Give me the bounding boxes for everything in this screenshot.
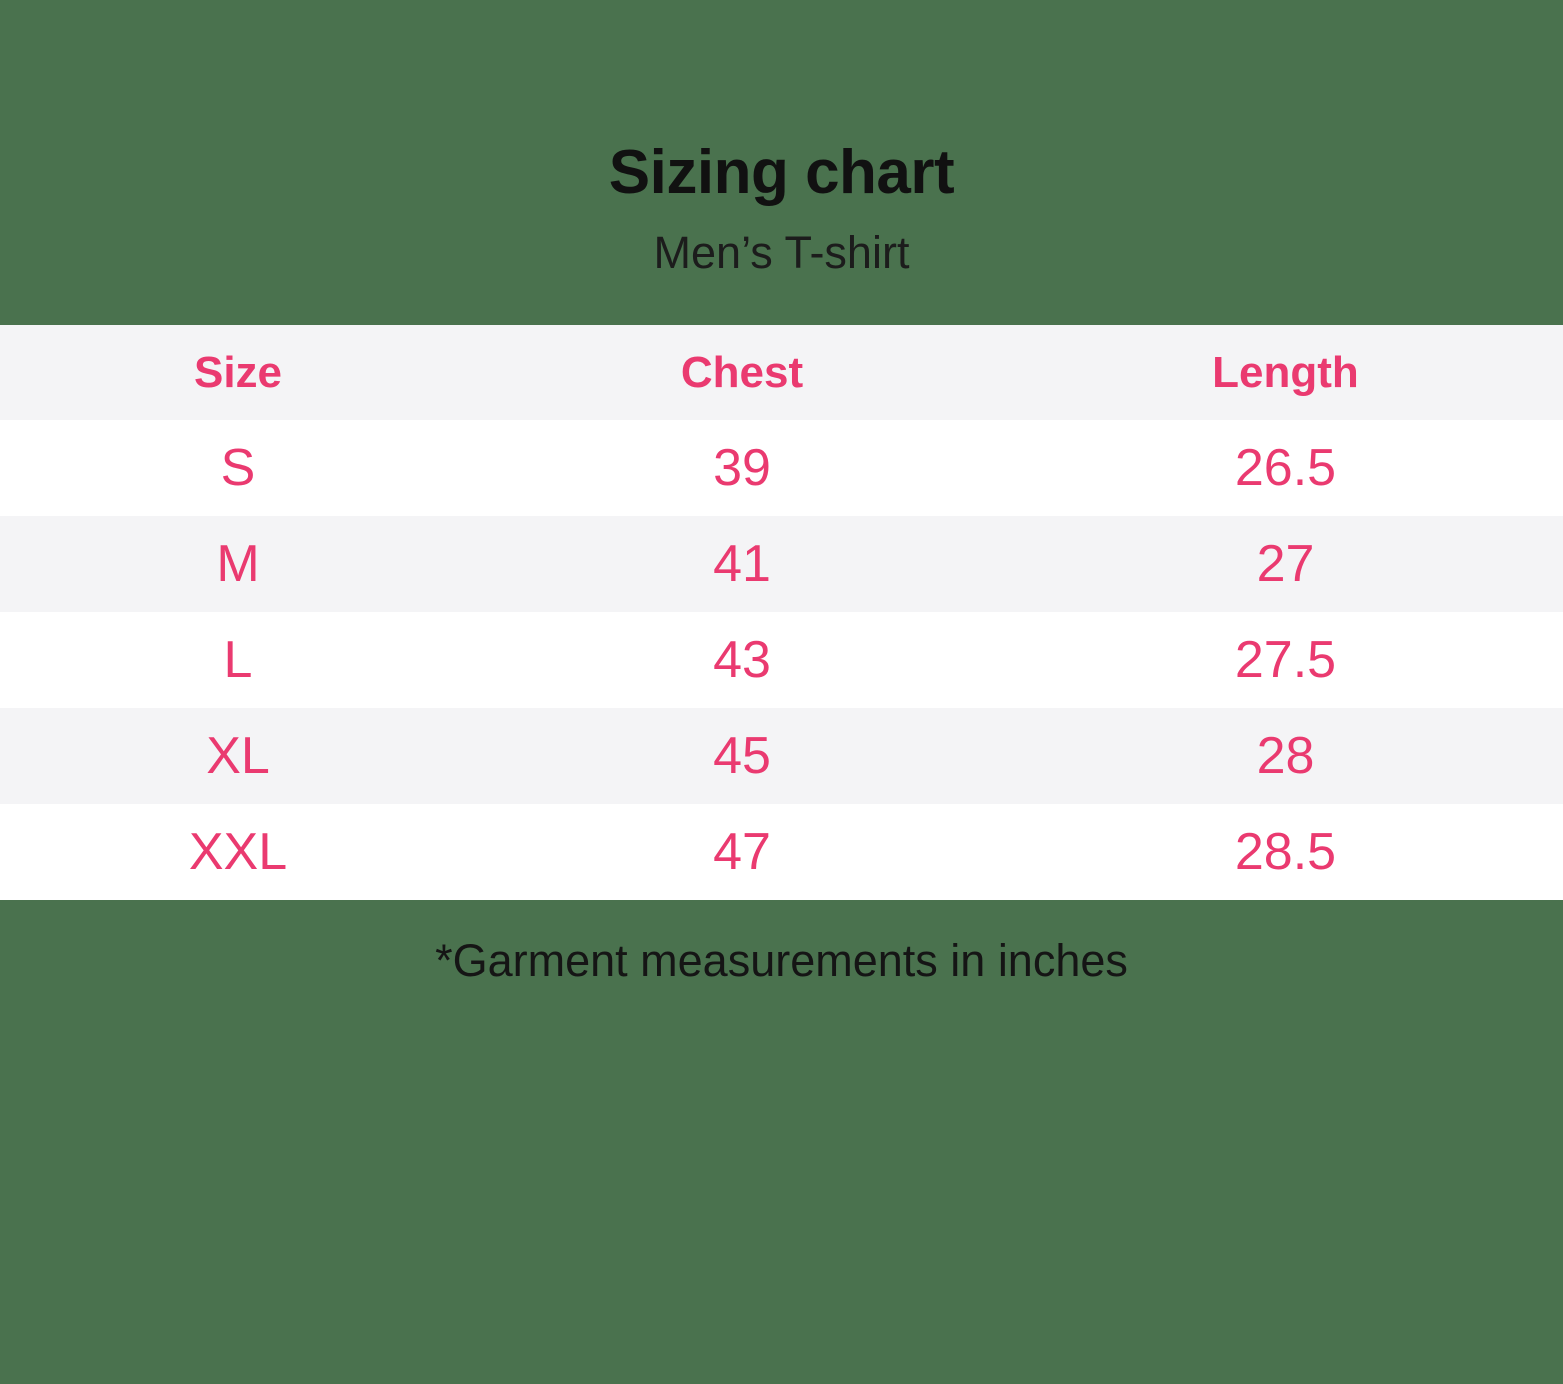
cell-chest: 39: [713, 439, 771, 497]
page-title: Sizing chart: [608, 138, 955, 207]
table-row: S 39 26.5: [0, 420, 1563, 516]
table-row: XXL 47 28.5: [0, 804, 1563, 900]
page-subtitle: Men’s T-shirt: [653, 227, 910, 278]
table-body: S 39 26.5 M 41 27 L 43 27.5 XL 45 28 XXL: [0, 420, 1563, 900]
cell-length: 27: [1256, 535, 1315, 593]
cell-size: L: [223, 631, 253, 689]
footnote-block: *Garment measurements in inches: [0, 900, 1563, 983]
table-header-row: Size Chest Length: [0, 325, 1563, 420]
cell-length: 27.5: [1234, 631, 1337, 689]
cell-size: XXL: [188, 823, 288, 881]
cell-length: 28.5: [1234, 823, 1337, 881]
table-header: Size Chest Length: [0, 325, 1563, 420]
column-header-length: Length: [1212, 347, 1359, 397]
sizing-table: Size Chest Length S 39 26.5 M 41 27 L 43…: [0, 325, 1563, 900]
table-row: L 43 27.5: [0, 612, 1563, 708]
measurement-units-note: *Garment measurements in inches: [435, 935, 1128, 986]
cell-size: XL: [206, 727, 270, 785]
column-header-size: Size: [193, 347, 283, 397]
column-header-chest: Chest: [680, 347, 804, 397]
header-block: Sizing chart Men’s T-shirt: [0, 0, 1563, 325]
cell-length: 26.5: [1234, 439, 1337, 497]
cell-chest: 43: [713, 631, 771, 689]
cell-chest: 41: [713, 535, 771, 593]
cell-size: S: [220, 439, 256, 497]
cell-size: M: [216, 535, 260, 593]
cell-chest: 45: [713, 727, 771, 785]
cell-length: 28: [1256, 727, 1315, 785]
cell-chest: 47: [713, 823, 771, 881]
table-row: M 41 27: [0, 516, 1563, 612]
table-row: XL 45 28: [0, 708, 1563, 804]
